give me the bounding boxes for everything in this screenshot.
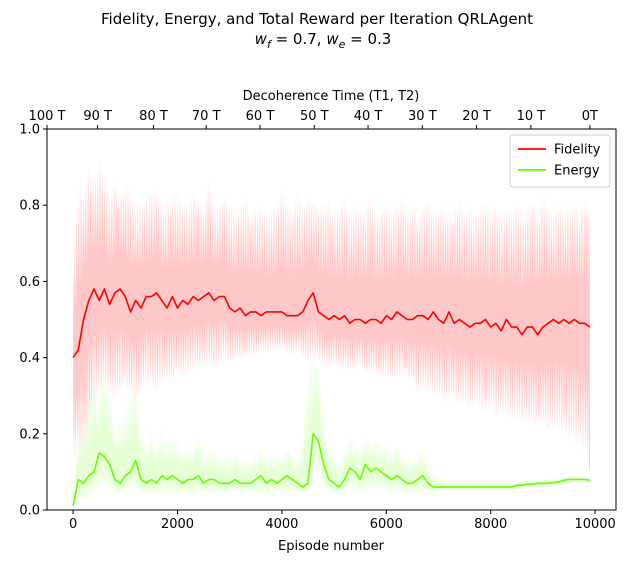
top-tick-label: 80 T bbox=[139, 109, 168, 124]
y-tick-label: 0.0 bbox=[19, 504, 40, 519]
top-tick-label: 70 T bbox=[192, 109, 221, 124]
top-tick-label: 60 T bbox=[246, 109, 275, 124]
chart-subtitle: wf = 0.7, we = 0.3 bbox=[255, 30, 392, 51]
top-tick-label: 20 T bbox=[462, 109, 491, 124]
y-tick-label: 1.0 bbox=[19, 123, 40, 138]
y-tick-label: 0.4 bbox=[19, 351, 40, 366]
fidelity-band bbox=[73, 156, 590, 472]
x-axis-label: Episode number bbox=[278, 539, 385, 554]
top-tick-label: 40 T bbox=[354, 109, 383, 124]
y-tick-label: 0.2 bbox=[19, 427, 40, 442]
plot-layer bbox=[73, 156, 590, 509]
legend-label-energy: Energy bbox=[554, 164, 600, 179]
x-tick-label: 4000 bbox=[265, 517, 298, 532]
x-tick-label: 10000 bbox=[574, 517, 615, 532]
chart-title: Fidelity, Energy, and Total Reward per I… bbox=[101, 10, 533, 28]
top-tick-label: 50 T bbox=[300, 109, 329, 124]
y-tick-label: 0.8 bbox=[19, 199, 40, 214]
top-tick-label: 0T bbox=[582, 109, 598, 124]
top-tick-label: 30 T bbox=[408, 109, 437, 124]
top-axis-label: Decoherence Time (T1, T2) bbox=[243, 89, 420, 104]
top-tick-label: 100 T bbox=[29, 109, 66, 124]
x-tick-label: 2000 bbox=[161, 517, 194, 532]
x-tick-label: 8000 bbox=[474, 517, 507, 532]
legend: Fidelity Energy bbox=[510, 135, 610, 187]
x-tick-label: 0 bbox=[69, 517, 77, 532]
legend-label-fidelity: Fidelity bbox=[554, 143, 601, 158]
top-tick-label: 10 T bbox=[517, 109, 546, 124]
top-tick-label: 90 T bbox=[83, 109, 112, 124]
y-tick-label: 0.6 bbox=[19, 275, 40, 290]
x-tick-label: 6000 bbox=[370, 517, 403, 532]
